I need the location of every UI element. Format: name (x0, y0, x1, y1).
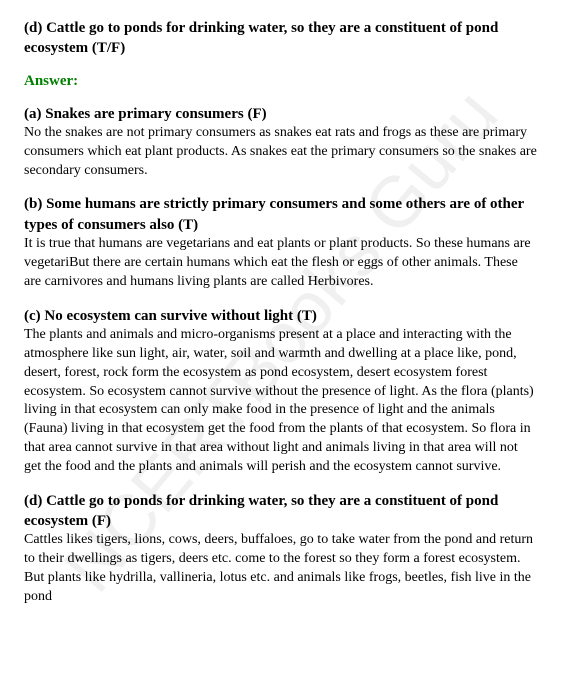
section-b-body: It is true that humans are vegetarians a… (24, 235, 537, 292)
section-a-heading: (a) Snakes are primary consumers (F) (24, 104, 537, 124)
section-c-heading: (c) No ecosystem can survive without lig… (24, 306, 537, 326)
section-a-body: No the snakes are not primary consumers … (24, 124, 537, 181)
section-a: (a) Snakes are primary consumers (F) No … (24, 104, 537, 181)
question-d-prompt: (d) Cattle go to ponds for drinking wate… (24, 18, 537, 59)
document-content: (d) Cattle go to ponds for drinking wate… (24, 18, 537, 607)
section-d: (d) Cattle go to ponds for drinking wate… (24, 491, 537, 607)
section-d-heading: (d) Cattle go to ponds for drinking wate… (24, 491, 537, 532)
section-d-body: Cattles likes tigers, lions, cows, deers… (24, 531, 537, 607)
section-b-heading: (b) Some humans are strictly primary con… (24, 194, 537, 235)
answer-label: Answer: (24, 73, 537, 90)
section-c: (c) No ecosystem can survive without lig… (24, 306, 537, 477)
section-b: (b) Some humans are strictly primary con… (24, 194, 537, 291)
section-c-body: The plants and animals and micro-organis… (24, 326, 537, 477)
